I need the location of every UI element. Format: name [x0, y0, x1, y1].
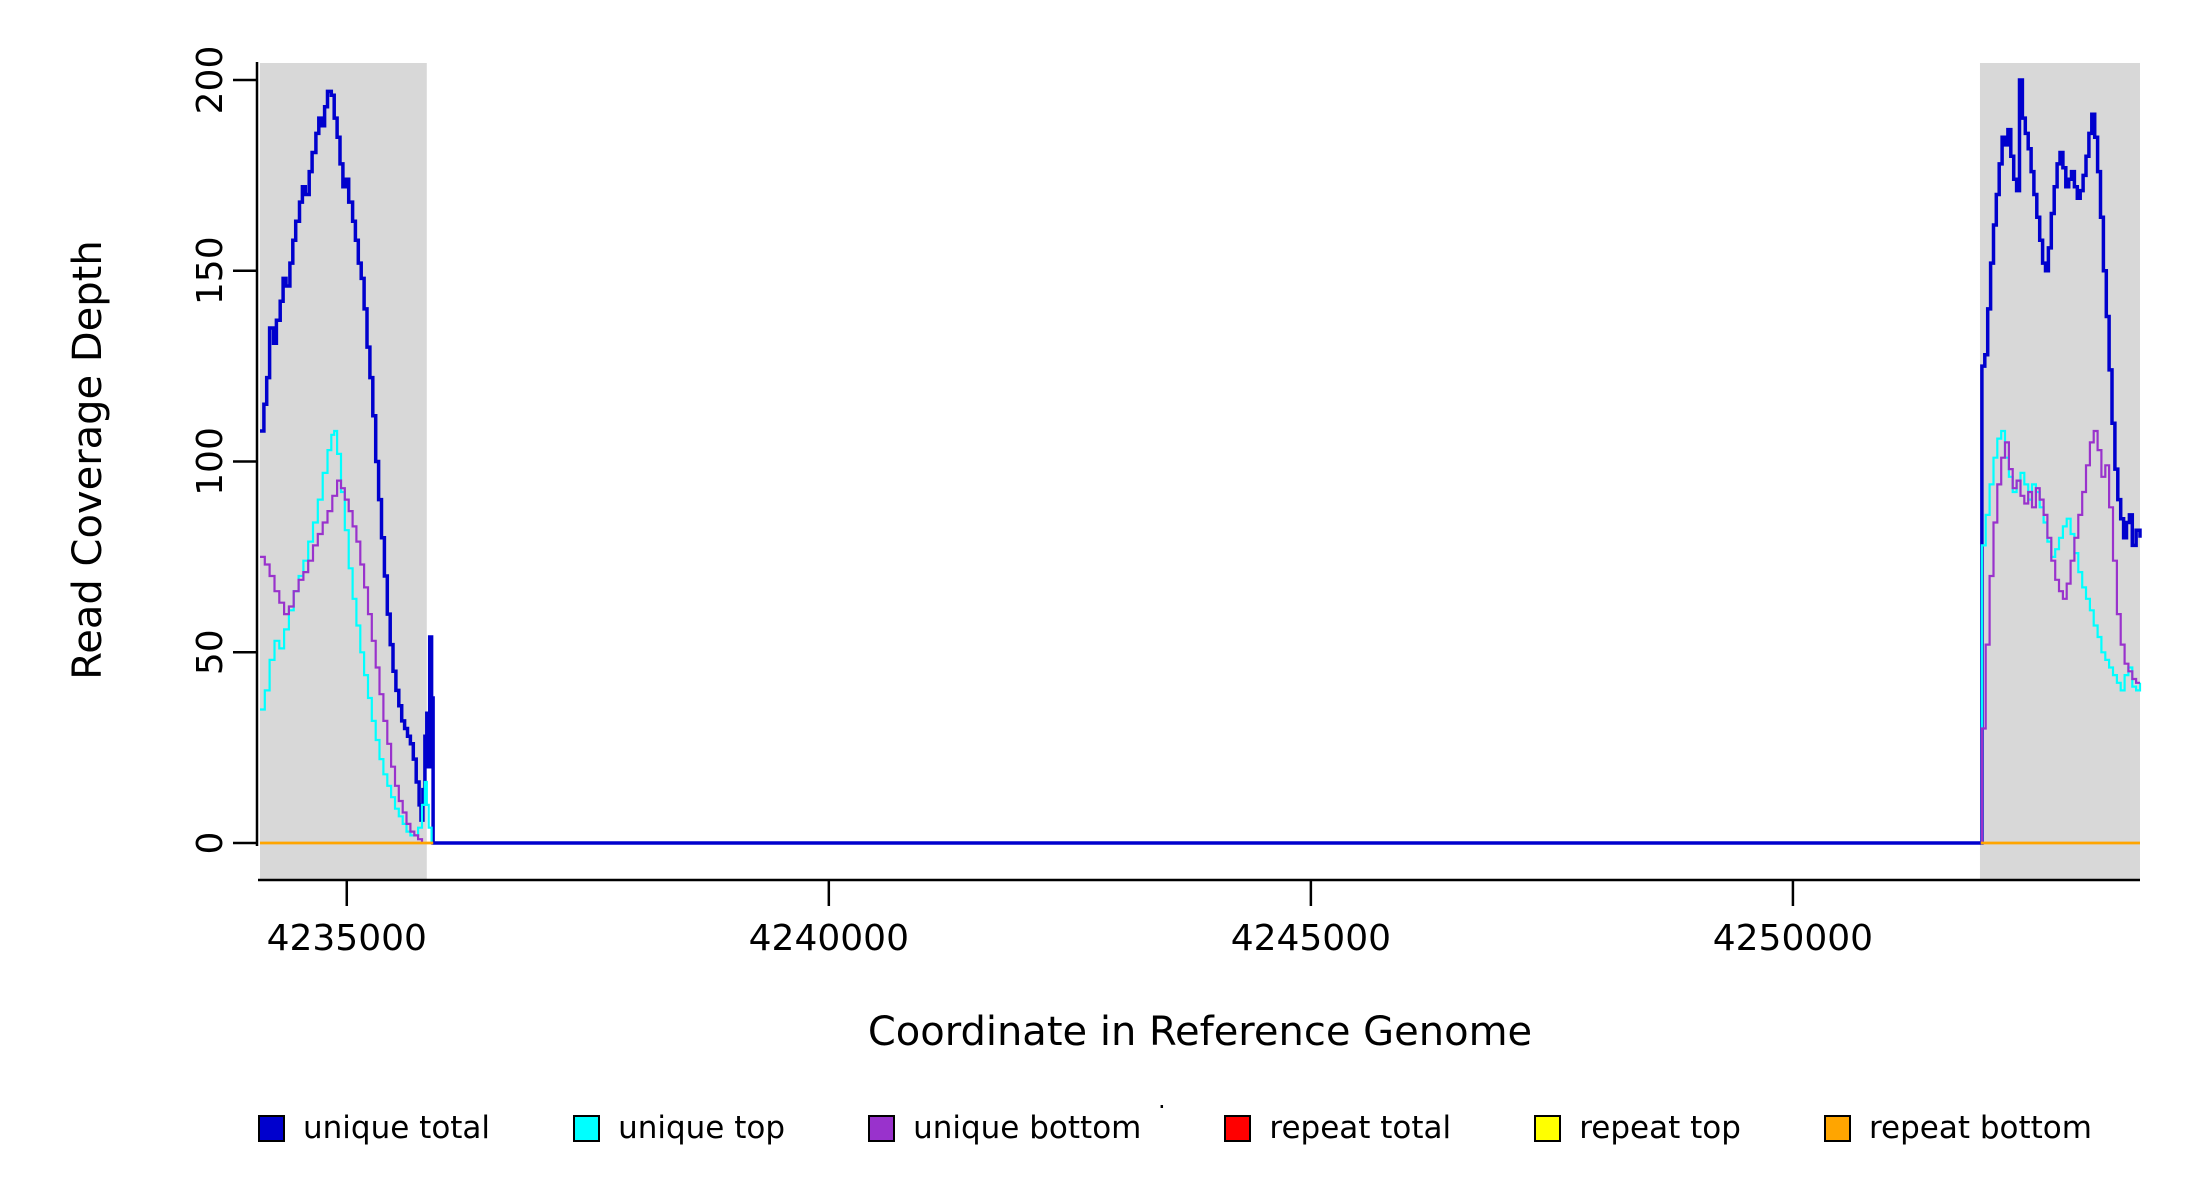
legend-swatch-repeat-bottom: [1823, 1114, 1851, 1142]
legend-swatch-unique-total: [258, 1114, 285, 1142]
repeat-region-shading: [260, 63, 427, 880]
legend-entry-repeat-bottom: repeat bottom: [1823, 1110, 2092, 1146]
legend-label-unique-top: unique top: [618, 1110, 786, 1146]
y-tick-label: 50: [190, 629, 231, 675]
legend-title: .: [1158, 1086, 1166, 1114]
legend-swatch-unique-bottom: [868, 1114, 896, 1142]
x-tick-label: 4250000: [1713, 918, 1873, 959]
series-line-unique-total: [260, 78, 2142, 845]
legend-swatch-unique-top: [573, 1114, 601, 1142]
legend-label-unique-bottom: unique bottom: [913, 1110, 1142, 1146]
legend-swatch-repeat-top: [1534, 1114, 1562, 1142]
series-line-unique-bottom: [1980, 429, 2140, 845]
legend-entry-unique-total: unique total: [258, 1110, 490, 1146]
y-tick-label: 100: [190, 427, 231, 496]
legend-entry-repeat-top: repeat top: [1534, 1110, 1741, 1146]
y-tick-label: 150: [190, 236, 231, 305]
x-axis-title: Coordinate in Reference Genome: [867, 1009, 1533, 1055]
legend-entry-unique-bottom: unique bottom: [868, 1110, 1141, 1146]
series-line-unique-bottom: [260, 479, 424, 843]
legend-entry-unique-top: unique top: [573, 1110, 785, 1146]
legend-swatch-repeat-total: [1224, 1114, 1252, 1142]
legend-label-repeat-total: repeat total: [1269, 1110, 1452, 1146]
legend-label-repeat-top: repeat top: [1579, 1110, 1741, 1146]
y-tick-label: 0: [190, 832, 231, 855]
x-tick-label: 4245000: [1231, 918, 1391, 959]
y-tick-label: 200: [190, 46, 231, 115]
legend-label-unique-total: unique total: [303, 1110, 491, 1146]
x-tick-label: 4235000: [267, 918, 427, 959]
legend-label-repeat-bottom: repeat bottom: [1868, 1110, 2092, 1146]
legend-entry-repeat-total: repeat total: [1224, 1110, 1451, 1146]
legend: unique total unique top unique bottom repea…: [258, 1102, 2092, 1154]
y-axis-title: Read Coverage Depth: [65, 240, 111, 680]
repeat-region-shading: [1979, 63, 2140, 880]
x-tick-label: 4240000: [749, 918, 909, 959]
